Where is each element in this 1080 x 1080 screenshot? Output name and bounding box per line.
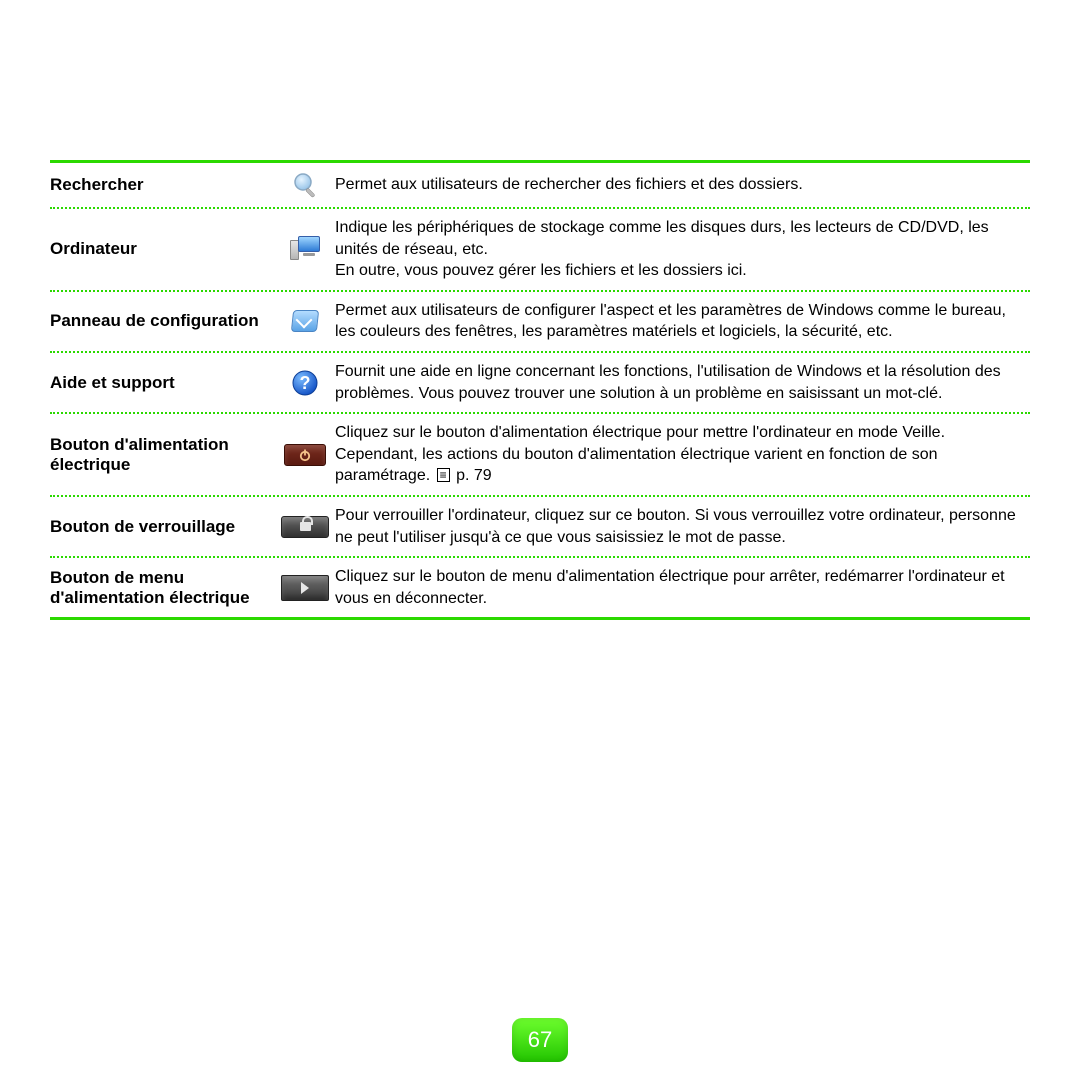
page-number-wrap: 67 bbox=[0, 1018, 1080, 1062]
desc-text: Cliquez sur le bouton d'alimentation éle… bbox=[335, 424, 945, 484]
desc-line: Indique les périphériques de stockage co… bbox=[335, 217, 1030, 260]
page-number-badge: 67 bbox=[512, 1018, 568, 1062]
row-label-control-panel: Panneau de configuration bbox=[50, 311, 275, 331]
row-desc-power-menu: Cliquez sur le bouton de menu d'alimenta… bbox=[335, 566, 1030, 609]
row-label-power: Bouton d'alimentation électrique bbox=[50, 435, 275, 475]
help-icon: ? bbox=[275, 369, 335, 397]
row-desc-power: Cliquez sur le bouton d'alimentation éle… bbox=[335, 422, 1030, 487]
magnifier-icon bbox=[275, 171, 335, 199]
page-ref-icon: ≡ bbox=[437, 468, 450, 482]
row-label-computer: Ordinateur bbox=[50, 239, 275, 259]
desc-line: En outre, vous pouvez gérer les fichiers… bbox=[335, 260, 1030, 282]
power-menu-icon bbox=[275, 575, 335, 601]
row-label-power-menu: Bouton de menu d'alimentation électrique bbox=[50, 568, 275, 608]
power-icon bbox=[275, 444, 335, 466]
document-page: Rechercher Permet aux utilisateurs de re… bbox=[0, 0, 1080, 620]
row-desc-lock: Pour verrouiller l'ordinateur, cliquez s… bbox=[335, 505, 1030, 548]
table-row: Aide et support ? Fournit une aide en li… bbox=[50, 353, 1030, 414]
table-row: Bouton d'alimentation électrique Cliquez… bbox=[50, 414, 1030, 497]
row-desc-help: Fournit une aide en ligne concernant les… bbox=[335, 361, 1030, 404]
table-row: Rechercher Permet aux utilisateurs de re… bbox=[50, 163, 1030, 209]
row-desc-computer: Indique les périphériques de stockage co… bbox=[335, 217, 1030, 282]
page-ref: p. 79 bbox=[456, 467, 492, 484]
table-bottom-border bbox=[50, 617, 1030, 620]
table-row: Panneau de configuration Permet aux util… bbox=[50, 292, 1030, 353]
table-row: Ordinateur Indique les périphériques de … bbox=[50, 209, 1030, 292]
row-label-search: Rechercher bbox=[50, 175, 275, 195]
control-panel-icon bbox=[275, 308, 335, 334]
row-label-help: Aide et support bbox=[50, 373, 275, 393]
row-label-lock: Bouton de verrouillage bbox=[50, 517, 275, 537]
svg-text:?: ? bbox=[300, 373, 311, 393]
row-desc-control-panel: Permet aux utilisateurs de configurer l'… bbox=[335, 300, 1030, 343]
table-row: Bouton de verrouillage Pour verrouiller … bbox=[50, 497, 1030, 558]
row-desc-search: Permet aux utilisateurs de rechercher de… bbox=[335, 174, 1030, 196]
computer-icon bbox=[275, 236, 335, 262]
table-row: Bouton de menu d'alimentation électrique… bbox=[50, 558, 1030, 617]
lock-icon bbox=[275, 516, 335, 538]
